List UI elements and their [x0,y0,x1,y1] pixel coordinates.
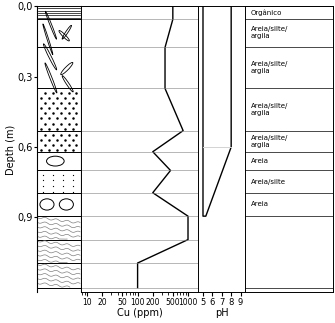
Text: Areia/silte: Areia/silte [251,179,285,185]
X-axis label: pH: pH [215,308,228,318]
Text: LH: LH [86,8,97,17]
Text: Areia/silte/
argila: Areia/silte/ argila [251,26,288,39]
Text: C1: C1 [86,157,97,166]
Text: BM: BM [86,105,99,114]
Text: R: R [86,271,92,280]
X-axis label: Cu (ppm): Cu (ppm) [117,308,162,318]
Y-axis label: Depth (m): Depth (m) [6,124,16,174]
Text: BM: BM [86,137,99,146]
Text: AE: AE [86,29,97,38]
Text: C1: C1 [86,200,97,209]
Text: Orgânico: Orgânico [251,10,282,16]
Text: BF: BF [86,63,97,72]
Text: R: R [86,247,92,256]
Text: Areia/silte/
argila: Areia/silte/ argila [251,135,288,148]
Text: Areia: Areia [251,158,269,164]
Text: Areia/silte/
argila: Areia/silte/ argila [251,103,288,116]
Text: R: R [86,224,92,232]
Text: Areia: Areia [251,202,269,207]
Text: C2: C2 [86,177,97,186]
Text: Areia/silte/
argila: Areia/silte/ argila [251,61,288,74]
